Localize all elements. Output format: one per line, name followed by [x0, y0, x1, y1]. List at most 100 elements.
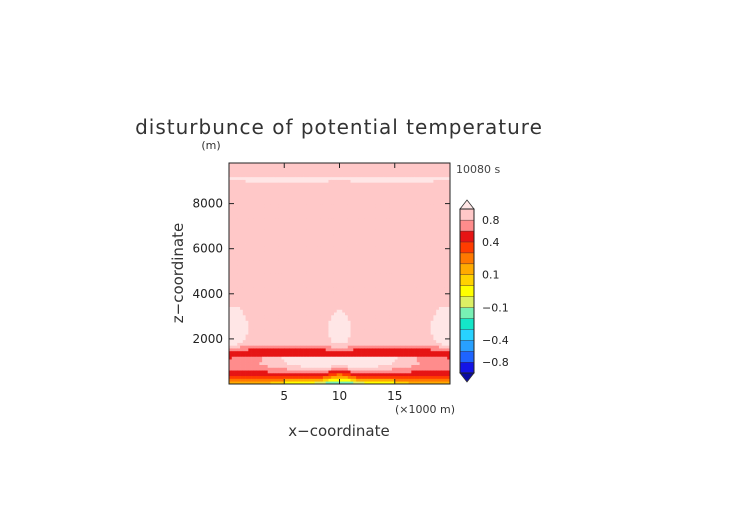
- field-cell: [229, 292, 233, 296]
- field-cell: [256, 372, 260, 377]
- field-cell: [262, 328, 266, 332]
- field-cell: [322, 176, 327, 180]
- field-cell: [339, 301, 343, 305]
- field-cell: [311, 185, 315, 189]
- field-cell: [369, 345, 373, 349]
- field-cell: [320, 182, 324, 186]
- field-cell: [248, 276, 252, 280]
- field-cell: [386, 325, 390, 330]
- field-cell: [345, 378, 349, 382]
- field-cell: [350, 303, 354, 307]
- field-cell: [270, 171, 274, 175]
- field-cell: [289, 367, 293, 371]
- field-cell: [325, 248, 329, 252]
- field-cell: [369, 314, 373, 319]
- field-cell: [273, 364, 277, 368]
- field-cell: [353, 259, 357, 263]
- field-cell: [303, 348, 307, 352]
- field-cell: [386, 348, 390, 352]
- field-cell: [317, 267, 321, 272]
- field-cell: [328, 193, 332, 197]
- field-cell: [314, 185, 318, 189]
- field-cell: [292, 312, 296, 316]
- field-cell: [245, 204, 249, 208]
- field-cell: [353, 331, 357, 335]
- field-cell: [322, 193, 327, 197]
- field-cell: [237, 306, 241, 310]
- field-cell: [394, 361, 398, 366]
- field-cell: [311, 193, 315, 197]
- field-cell: [229, 221, 233, 225]
- field-cell: [367, 259, 371, 263]
- field-cell: [242, 248, 246, 252]
- field-cell: [242, 309, 246, 313]
- field-cell: [309, 193, 313, 197]
- field-cell: [389, 187, 393, 191]
- field-cell: [380, 187, 385, 191]
- field-cell: [325, 254, 329, 258]
- field-cell: [248, 223, 252, 227]
- field-cell: [342, 353, 346, 357]
- field-cell: [386, 207, 390, 211]
- field-cell: [333, 292, 338, 296]
- field-cell: [339, 359, 343, 363]
- field-cell: [245, 350, 249, 354]
- field-cell: [259, 375, 263, 379]
- field-cell: [229, 174, 233, 178]
- field-cell: [229, 256, 233, 261]
- field-cell: [369, 287, 373, 291]
- field-cell: [333, 342, 338, 346]
- field-cell: [273, 298, 277, 302]
- field-cell: [253, 193, 257, 197]
- field-cell: [262, 212, 266, 216]
- field-cell: [333, 370, 338, 374]
- field-cell: [289, 201, 293, 205]
- field-cell: [400, 323, 404, 327]
- field-cell: [375, 339, 379, 343]
- field-cell: [311, 317, 315, 321]
- field-cell: [300, 372, 304, 377]
- field-cell: [353, 292, 357, 296]
- field-cell: [309, 237, 313, 241]
- field-cell: [358, 312, 362, 316]
- field-cell: [303, 303, 307, 307]
- field-cell: [273, 281, 277, 285]
- field-cell: [245, 237, 249, 241]
- field-cell: [358, 187, 362, 191]
- field-cell: [333, 198, 338, 203]
- field-cell: [328, 314, 332, 319]
- field-cell: [353, 232, 357, 236]
- field-cell: [389, 345, 393, 349]
- field-cell: [325, 372, 329, 377]
- field-cell: [383, 270, 387, 274]
- field-cell: [303, 218, 307, 222]
- field-cell: [229, 232, 233, 236]
- field-cell: [397, 182, 401, 186]
- field-cell: [270, 245, 274, 249]
- field-cell: [237, 309, 241, 313]
- field-cell: [292, 254, 296, 258]
- field-cell: [391, 350, 396, 354]
- field-cell: [264, 348, 269, 352]
- field-cell: [248, 306, 252, 310]
- field-cell: [262, 256, 266, 261]
- field-cell: [361, 201, 365, 205]
- field-cell: [372, 320, 376, 324]
- field-cell: [242, 163, 246, 167]
- field-cell: [281, 193, 285, 197]
- field-cell: [284, 179, 288, 183]
- field-cell: [275, 262, 280, 266]
- field-cell: [278, 174, 282, 178]
- field-cell: [262, 331, 266, 335]
- field-cell: [231, 364, 235, 368]
- field-cell: [333, 248, 338, 252]
- field-cell: [248, 212, 252, 216]
- field-cell: [364, 279, 368, 283]
- field-cell: [386, 364, 390, 368]
- field-cell: [256, 171, 260, 175]
- field-cell: [317, 367, 321, 371]
- field-cell: [331, 270, 335, 274]
- field-cell: [234, 174, 238, 178]
- field-cell: [397, 339, 401, 343]
- field-cell: [331, 256, 335, 261]
